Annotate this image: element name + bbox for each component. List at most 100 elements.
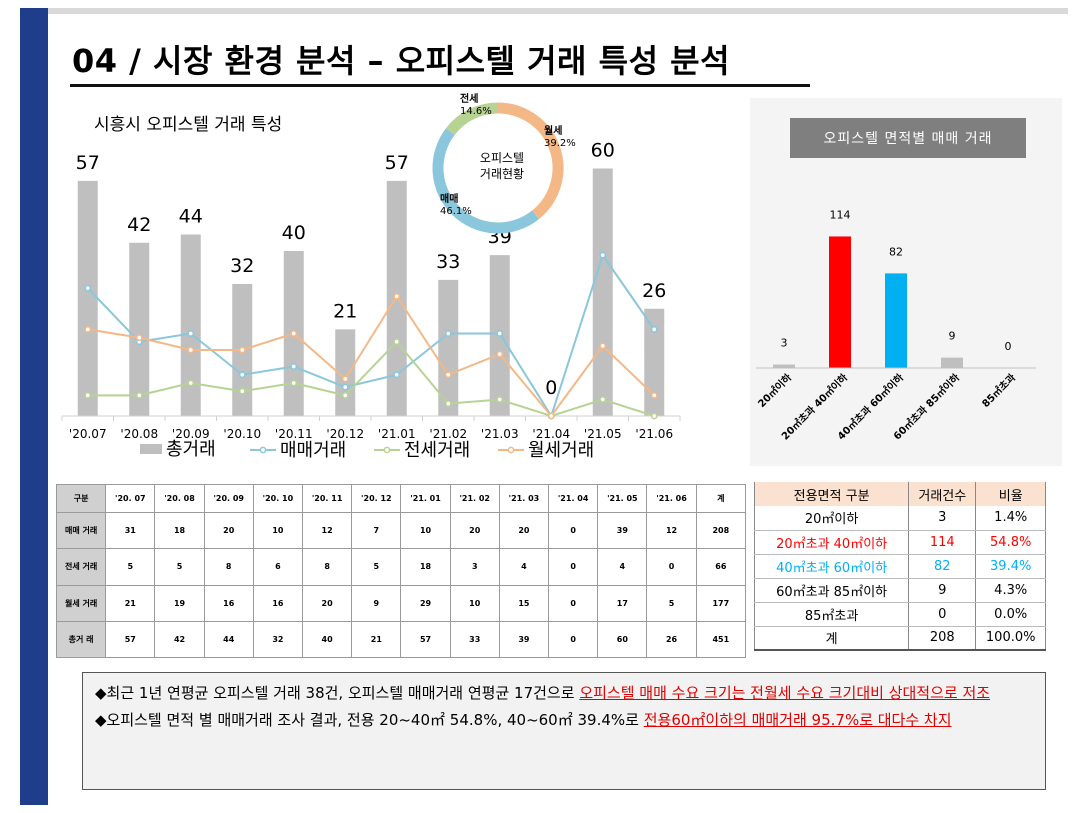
data-table-cell: 208 (695, 511, 747, 550)
data-table-cell: 18 (154, 511, 205, 550)
data-table-cell: 40 (302, 620, 353, 659)
donut-label-pct: 46.1% (440, 206, 472, 217)
data-table-cell: 3 (449, 548, 500, 586)
data-table-cell: 10 (449, 584, 500, 622)
point-jeonse (444, 400, 452, 407)
x-tick-label: '20.10 (223, 427, 261, 441)
monthly-data-table: 구분 '20. 07'20. 08'20. 09'20. 10'20. 11'20… (55, 484, 747, 659)
data-table-cell: 42 (154, 620, 205, 659)
x-tick-label: '20.12 (326, 427, 364, 441)
bar-value-label: 32 (230, 255, 254, 277)
area-bar (941, 357, 963, 368)
data-table-cell: 177 (695, 584, 747, 622)
data-table-row: 월세 거래 21 19 16 16 20 9 29 10 15 0 17 5 177 (55, 584, 747, 622)
x-tick-label: '21.02 (429, 427, 467, 441)
point-sale (444, 330, 452, 337)
data-table-header: '20. 08 (154, 484, 205, 513)
note-1: ◆최근 1년 연평균 오피스텔 거래 38건, 오피스텔 매매거래 연평균 17… (95, 684, 991, 702)
area-table-cell: 40㎡초과 60㎡이하 (753, 554, 910, 579)
data-table-corner: 구분 (55, 484, 107, 513)
data-table-cell: 10 (252, 511, 304, 550)
data-table-cell: 39 (498, 620, 550, 659)
line-jeonse (87, 340, 655, 418)
area-table-row: 60㎡초과 85㎡이하 9 4.3% (753, 578, 1046, 603)
data-table-cell: 12 (646, 511, 697, 550)
area-table-header: 비율 (975, 482, 1046, 506)
point-wolse (444, 371, 452, 379)
data-table-cell: 20 (498, 511, 550, 550)
data-table-row-label: 매매 거래 (55, 511, 107, 550)
bar-value-label: 44 (179, 206, 203, 228)
data-table-cell: 17 (597, 584, 648, 622)
data-table-cell: 0 (548, 548, 599, 586)
data-table-cell: 4 (597, 548, 648, 586)
area-bar-value: 82 (889, 245, 903, 258)
donut-label-pct: 14.6% (460, 106, 492, 117)
bar-value-label: 60 (591, 140, 615, 162)
legend-marker (383, 446, 391, 454)
area-bar (885, 273, 907, 368)
data-table-cell: 32 (252, 620, 304, 659)
data-table-cell: 8 (203, 548, 254, 586)
main-chart-title: 시흥시 오피스텔 거래 특성 (94, 115, 282, 135)
point-jeonse (393, 338, 401, 346)
point-wolse (393, 293, 401, 300)
point-sale (238, 371, 246, 379)
data-table-cell: 20 (302, 584, 353, 622)
data-table-cell: 10 (400, 511, 451, 550)
point-wolse (496, 350, 504, 358)
point-wolse (238, 346, 246, 354)
data-table-header: '21. 04 (548, 484, 599, 513)
data-table-cell: 20 (449, 511, 500, 550)
area-table-row: 계 208 100.0% (753, 626, 1046, 651)
legend-swatch-total (140, 444, 162, 454)
donut-label-name: 매매 (440, 192, 458, 205)
area-table-cell: 39.4% (975, 554, 1046, 579)
donut-label-pct: 39.2% (544, 138, 576, 149)
area-bar-value: 0 (1005, 340, 1012, 353)
page-title: 04 / 시장 환경 분석 – 오피스텔 거래 특성 분석 (72, 42, 731, 80)
bar-value-label: 33 (436, 251, 460, 273)
donut-center-title-1: 오피스텔 (480, 151, 524, 165)
bar-total (438, 279, 459, 416)
point-sale (393, 371, 401, 379)
area-table-cell: 20㎡이하 (753, 506, 910, 531)
data-table-cell: 5 (105, 548, 156, 586)
title-underline (70, 84, 810, 87)
point-jeonse (238, 387, 246, 395)
area-bar (773, 364, 795, 368)
data-table-cell: 0 (548, 584, 599, 622)
note-1-highlight: 오피스텔 매매 수요 크기는 전월세 수요 크기대비 상대적으로 저조 (579, 684, 991, 702)
point-wolse (84, 326, 92, 333)
point-jeonse (187, 379, 195, 387)
data-table-header: '20. 10 (252, 484, 304, 513)
point-jeonse (84, 392, 92, 399)
data-table-cell: 5 (154, 548, 205, 586)
data-table-header: '20. 11 (302, 484, 353, 513)
area-table-row: 20㎡이하 3 1.4% (753, 506, 1046, 531)
data-table-header: '20. 12 (351, 484, 402, 513)
data-table-cell: 66 (695, 548, 747, 586)
x-tick-label: '20.07 (69, 427, 107, 441)
data-table-cell: 9 (351, 584, 402, 622)
point-sale (187, 330, 195, 337)
data-table-row-label: 월세 거래 (55, 584, 107, 622)
area-chart-title: 오피스텔 면적별 매매 거래 (790, 118, 1026, 158)
donut-slice-월세 (497, 102, 564, 220)
data-table-cell: 5 (646, 584, 697, 622)
data-table-cell: 21 (105, 584, 156, 622)
summary-notes: ◆최근 1년 연평균 오피스텔 거래 38건, 오피스텔 매매거래 연평균 17… (82, 672, 1046, 790)
point-wolse (290, 330, 298, 337)
data-table-cell: 6 (252, 548, 304, 586)
donut-slice-매매 (432, 128, 539, 234)
legend-label: 총거래 (166, 439, 216, 460)
x-tick-label: '21.05 (584, 427, 622, 441)
data-table-cell: 31 (105, 511, 156, 550)
point-jeonse (650, 412, 658, 420)
point-jeonse (599, 396, 607, 403)
area-table-row: 85㎡초과 0 0.0% (753, 602, 1046, 627)
point-sale (496, 330, 504, 337)
area-bar-value: 9 (949, 330, 956, 343)
data-table-cell: 7 (351, 511, 402, 550)
